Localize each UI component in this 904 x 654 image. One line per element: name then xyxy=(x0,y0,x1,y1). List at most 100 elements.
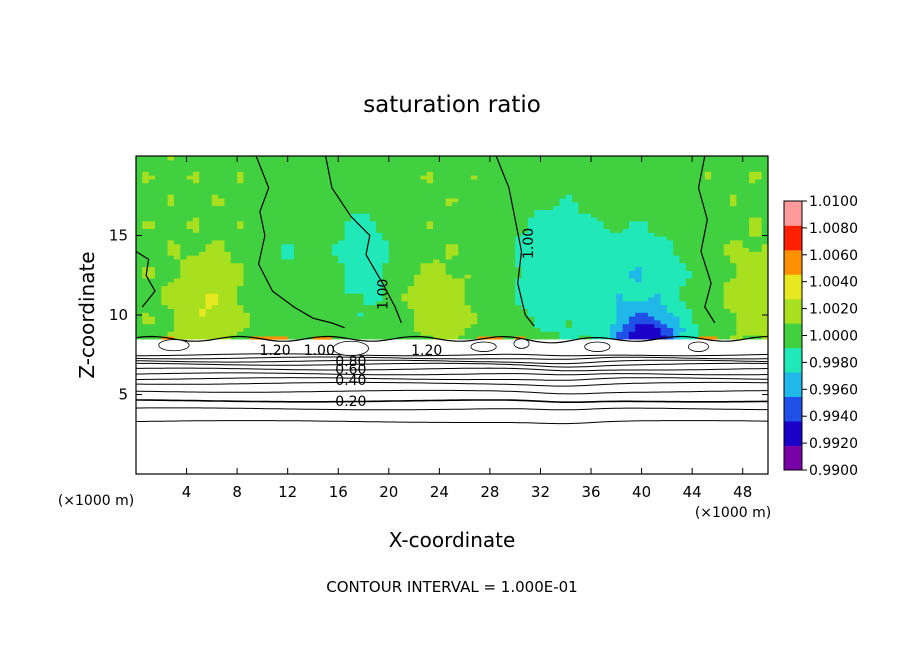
heatmap-cell xyxy=(761,293,768,298)
heatmap-cell xyxy=(154,190,162,195)
heatmap-cell xyxy=(192,163,200,169)
heatmap-cell xyxy=(749,197,756,203)
heatmap-cell xyxy=(312,232,320,237)
heatmap-cell xyxy=(730,213,737,218)
heatmap-cell xyxy=(572,285,579,290)
heatmap-cell xyxy=(275,209,282,214)
heatmap-cell xyxy=(464,274,472,279)
heatmap-cell xyxy=(603,315,611,321)
heatmap-cell xyxy=(565,220,573,226)
heatmap-cell xyxy=(180,331,188,336)
heatmap-cell xyxy=(382,182,390,188)
heatmap-cell xyxy=(584,232,592,237)
heatmap-cell xyxy=(591,159,598,165)
heatmap-cell xyxy=(167,156,175,161)
heatmap-cell xyxy=(546,335,554,340)
heatmap-cell xyxy=(180,277,188,283)
heatmap-cell xyxy=(300,175,308,180)
heatmap-cell xyxy=(407,201,415,207)
heatmap-cell xyxy=(344,327,352,332)
heatmap-cell xyxy=(666,205,674,210)
heatmap-cell xyxy=(344,262,352,268)
heatmap-cell xyxy=(439,304,447,309)
colorbar-tick-label: 0.9960 xyxy=(809,382,858,398)
heatmap-cell xyxy=(502,247,510,252)
heatmap-cell xyxy=(660,209,668,214)
heatmap-cell xyxy=(218,209,226,214)
heatmap-cell xyxy=(395,209,403,214)
heatmap-cell xyxy=(154,194,162,199)
heatmap-cell xyxy=(673,296,681,302)
heatmap-cell xyxy=(230,300,238,306)
heatmap-cell xyxy=(508,258,516,264)
heatmap-cell xyxy=(136,243,143,249)
heatmap-cell xyxy=(761,270,768,275)
x-tick-label: 48 xyxy=(733,483,752,501)
heatmap-cell xyxy=(426,319,434,325)
heatmap-cell xyxy=(711,243,719,249)
heatmap-cell xyxy=(458,251,466,256)
heatmap-cell xyxy=(761,236,768,241)
heatmap-cell xyxy=(723,323,731,329)
heatmap-cell xyxy=(388,216,396,222)
heatmap-cell xyxy=(237,293,245,298)
heatmap-cell xyxy=(300,277,308,283)
heatmap-cell xyxy=(742,312,750,317)
heatmap-cell xyxy=(591,289,598,294)
heatmap-cell xyxy=(173,236,181,241)
heatmap-cell xyxy=(161,274,169,279)
heatmap-cell xyxy=(192,315,200,321)
heatmap-cell xyxy=(464,201,472,207)
heatmap-cell xyxy=(641,175,649,180)
heatmap-cell xyxy=(565,270,573,275)
heatmap-cell xyxy=(458,335,466,340)
heatmap-cell xyxy=(761,224,768,229)
heatmap-cell xyxy=(331,171,339,176)
heatmap-cell xyxy=(167,209,175,214)
heatmap-cell xyxy=(211,335,219,340)
heatmap-cell xyxy=(749,274,756,279)
heatmap-cell xyxy=(698,186,706,191)
heatmap-cell xyxy=(426,293,434,298)
heatmap-cell xyxy=(470,308,478,313)
heatmap-cell xyxy=(527,327,535,332)
heatmap-cell xyxy=(749,315,756,321)
heatmap-cell xyxy=(256,167,263,172)
heatmap-cell xyxy=(749,251,756,256)
heatmap-cell xyxy=(388,255,396,260)
heatmap-cell xyxy=(584,281,592,287)
heatmap-cell xyxy=(325,232,333,237)
heatmap-cell xyxy=(199,224,207,229)
heatmap-cell xyxy=(673,262,681,268)
heatmap-cell xyxy=(376,236,384,241)
heatmap-cell xyxy=(578,289,586,294)
heatmap-cell xyxy=(496,201,504,207)
heatmap-cell xyxy=(666,197,674,203)
heatmap-cell xyxy=(369,236,377,241)
heatmap-cell xyxy=(363,258,371,264)
heatmap-cell xyxy=(433,319,440,325)
heatmap-cell xyxy=(180,274,188,279)
heatmap-cell xyxy=(527,304,535,309)
heatmap-cell xyxy=(407,236,415,241)
heatmap-cell xyxy=(704,216,712,222)
heatmap-cell xyxy=(439,327,447,332)
heatmap-cell xyxy=(414,190,421,195)
heatmap-cell xyxy=(224,262,232,268)
heatmap-cell xyxy=(268,327,276,332)
heatmap-cell xyxy=(388,209,396,214)
heatmap-cell xyxy=(496,296,504,302)
heatmap-cell xyxy=(205,262,213,268)
heatmap-cell xyxy=(382,209,390,214)
heatmap-cell xyxy=(382,167,390,172)
heatmap-cell xyxy=(388,335,396,340)
heatmap-cell xyxy=(363,308,371,313)
heatmap-cell xyxy=(692,171,700,176)
heatmap-cell xyxy=(319,186,327,191)
heatmap-cell xyxy=(154,296,162,302)
heatmap-cell xyxy=(312,236,320,241)
heatmap-cell xyxy=(654,239,662,245)
heatmap-cell xyxy=(628,232,636,237)
contour-line xyxy=(136,389,768,395)
contour-line xyxy=(136,372,768,376)
